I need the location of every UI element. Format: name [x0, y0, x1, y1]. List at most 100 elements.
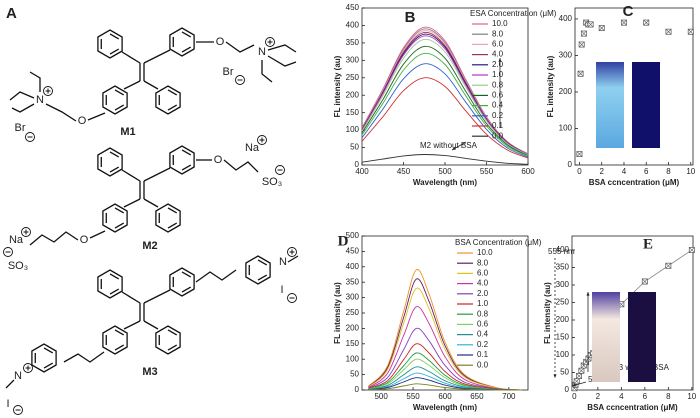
y-tick-label: 500 [346, 231, 360, 240]
molecule-name: M2 [142, 240, 157, 252]
y-tick-label: 50 [350, 143, 359, 152]
marker-cross [643, 19, 650, 26]
x-tick-label: 8 [666, 167, 671, 176]
x-tick-label: 10 [686, 167, 695, 176]
ring [97, 147, 123, 177]
marker-cross [687, 28, 694, 35]
marker-cross [587, 21, 594, 28]
spectrum-line [361, 52, 529, 157]
legend-title: BSA Concentration (μM) [455, 238, 542, 247]
y-tick-label: 300 [346, 293, 360, 302]
y-axis-label: FL intensity (au) [333, 282, 342, 344]
charge [257, 135, 267, 145]
y-tick-label: 450 [346, 3, 360, 12]
y-tick-label: 200 [346, 90, 360, 99]
bond [121, 169, 141, 182]
spectrum-line [361, 35, 529, 155]
marker-cross [576, 373, 582, 379]
marker [576, 151, 583, 157]
bond [143, 167, 171, 182]
marker-cross [665, 262, 672, 269]
atom-label: I [280, 284, 283, 296]
marker [665, 28, 672, 35]
bond [11, 103, 35, 113]
x-tick-label: 600 [521, 167, 535, 176]
legend-label: 0.0 [477, 360, 489, 369]
x-tick-label: 600 [438, 392, 452, 401]
y-tick-label: 100 [556, 350, 570, 359]
charge [25, 132, 35, 142]
charge [275, 165, 285, 175]
y-axis-label: FL intensity (au) [333, 55, 342, 117]
atom-label: O [214, 154, 223, 166]
arrow-head [572, 383, 576, 387]
chart: B 400 450 500 550 600 0 50 100 150 200 250 300 350 400… [333, 3, 557, 187]
y-tick-label: 0 [568, 160, 573, 169]
charge [3, 247, 13, 257]
spectrum-line [361, 63, 529, 158]
spectrum-line [368, 306, 522, 391]
atom-label: Br [223, 66, 234, 78]
bond [123, 80, 141, 90]
marker [641, 278, 648, 285]
bond [63, 351, 105, 363]
marker [578, 41, 585, 48]
y-tick-label: 200 [346, 324, 360, 333]
legend-label: 10.0 [492, 19, 508, 28]
bond [287, 255, 299, 263]
y-tick-label: 400 [346, 21, 360, 30]
charge [235, 75, 245, 85]
x-tick-label: 0 [572, 392, 577, 401]
double-bond [114, 89, 125, 96]
atom-label: N [14, 370, 22, 382]
ring [31, 343, 57, 373]
charge [43, 86, 53, 96]
bond [87, 112, 106, 121]
spectrum-line [361, 45, 529, 157]
annotation: M2 without BSA [420, 141, 478, 150]
x-tick-label: 10 [687, 392, 696, 401]
atom-label: O [216, 36, 225, 48]
legend-label: 0.6 [492, 91, 504, 100]
legend-label: 0.2 [477, 340, 489, 349]
y-tick-label: 200 [559, 87, 573, 96]
marker [573, 378, 580, 385]
legend-label: 0.1 [492, 121, 504, 130]
y-tick-label: 250 [346, 73, 360, 82]
x-tick-label: 6 [644, 167, 649, 176]
x-tick-label: 4 [622, 167, 627, 176]
y-tick-label: 300 [559, 51, 573, 60]
bond [29, 71, 41, 92]
x-axis-label: Wavelength (nm) [413, 178, 477, 187]
ring [155, 85, 181, 115]
charge [287, 293, 297, 303]
marker-cross [689, 247, 695, 253]
charge [287, 247, 297, 257]
inset-photo [632, 62, 660, 148]
atom-label: N [36, 94, 44, 106]
marker [587, 21, 594, 28]
double-bond [114, 207, 125, 214]
bond [123, 198, 141, 208]
double-bond [181, 286, 192, 293]
bond [261, 60, 273, 83]
bond [89, 230, 106, 239]
y-tick-label: 150 [556, 333, 570, 342]
double-bond [109, 151, 120, 158]
y-axis-label: FL intensity (au) [546, 55, 555, 117]
y-tick-label: 100 [559, 124, 573, 133]
atom-label: Na [245, 142, 260, 154]
marker [577, 70, 584, 77]
bond [143, 198, 159, 208]
y-tick-label: 350 [346, 277, 360, 286]
double-bond [114, 104, 125, 111]
legend-label: 0.2 [492, 111, 504, 120]
bond [123, 320, 141, 330]
legend-label: 0.4 [492, 101, 504, 110]
spectrum-line [368, 343, 522, 391]
ring [155, 203, 181, 233]
charge [21, 227, 31, 237]
double-bond [181, 271, 192, 278]
